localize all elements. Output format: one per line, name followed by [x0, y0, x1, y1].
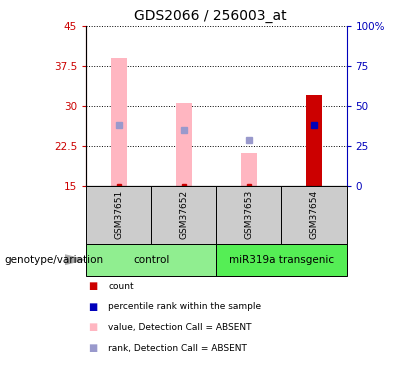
Bar — [306, 95, 322, 186]
Text: ■: ■ — [88, 343, 97, 353]
Bar — [110, 58, 127, 186]
Text: control: control — [133, 255, 169, 265]
Bar — [281, 186, 346, 244]
Polygon shape — [65, 255, 84, 264]
Text: GSM37653: GSM37653 — [244, 190, 253, 239]
Bar — [176, 103, 192, 186]
Text: genotype/variation: genotype/variation — [4, 255, 103, 265]
Text: GSM37651: GSM37651 — [114, 190, 123, 239]
Text: GSM37654: GSM37654 — [310, 190, 318, 239]
Text: GSM37652: GSM37652 — [179, 190, 188, 239]
Bar — [216, 186, 281, 244]
Bar — [86, 186, 151, 244]
Text: percentile rank within the sample: percentile rank within the sample — [108, 302, 262, 311]
Text: GDS2066 / 256003_at: GDS2066 / 256003_at — [134, 9, 286, 23]
Text: value, Detection Call = ABSENT: value, Detection Call = ABSENT — [108, 323, 252, 332]
Text: ■: ■ — [88, 302, 97, 312]
Bar — [151, 186, 216, 244]
Bar — [216, 244, 346, 276]
Text: rank, Detection Call = ABSENT: rank, Detection Call = ABSENT — [108, 344, 247, 352]
Bar — [86, 244, 216, 276]
Text: miR319a transgenic: miR319a transgenic — [229, 255, 334, 265]
Bar — [241, 153, 257, 186]
Text: ■: ■ — [88, 281, 97, 291]
Text: ■: ■ — [88, 322, 97, 332]
Text: count: count — [108, 282, 134, 291]
